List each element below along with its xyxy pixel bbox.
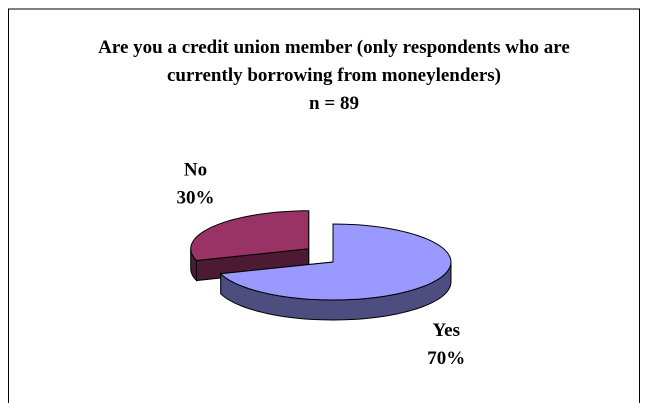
slice-label: No [184,160,207,181]
chart-title: Are you a credit union member (only resp… [98,37,570,86]
slice-value-label: 70% [427,348,465,369]
pie-slice [219,223,452,301]
slice-value-label: 30% [176,188,214,209]
chart-subtitle: n = 89 [309,93,359,114]
slice-label: Yes [433,320,460,341]
pie-slice [190,210,310,262]
